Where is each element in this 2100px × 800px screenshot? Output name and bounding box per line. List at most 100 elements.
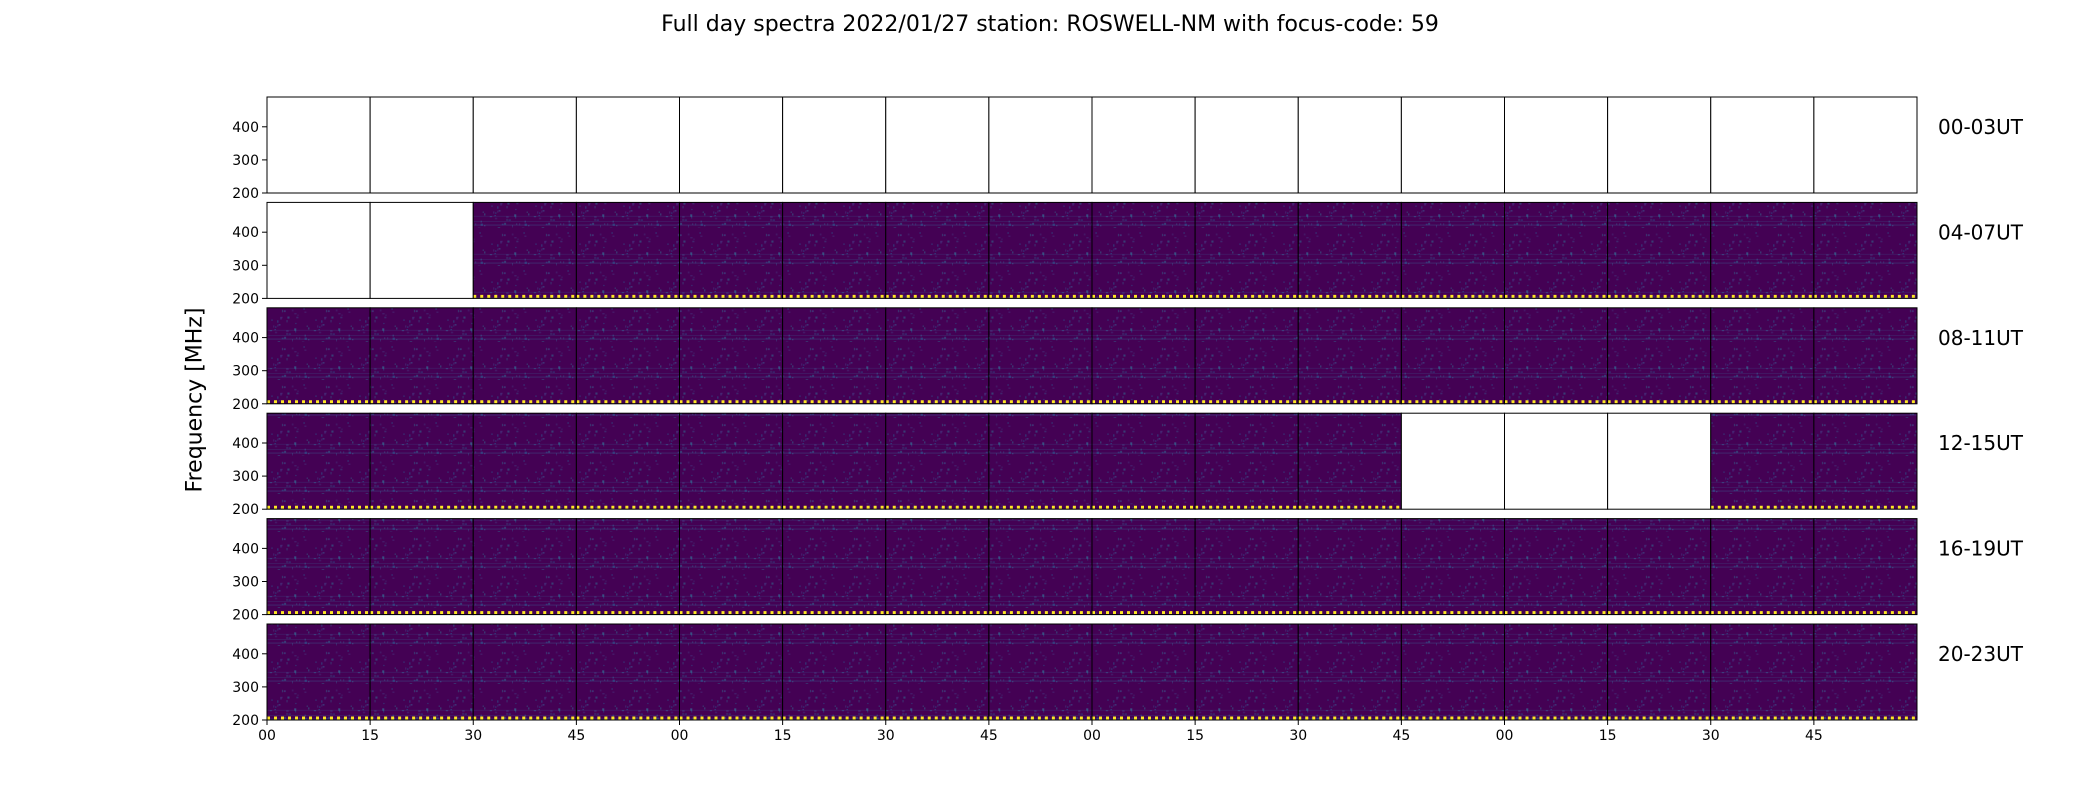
panel-frame [1813,623,1918,721]
empty-panel [1401,413,1505,510]
spectrum-panel [1195,413,1299,510]
spectra-row: 400 300 200 00-03UT [232,96,2024,202]
spectrum-panel [1710,624,1814,720]
spectrum-panel [473,202,577,299]
x-tick-label: 15 [1599,728,1617,744]
panel-frame [1813,412,1918,510]
empty-panel [1195,97,1299,193]
spectrum-panel [988,307,1092,404]
y-tick-label: 300 [232,258,259,274]
spectrum-panel [1813,413,1917,510]
spectrum-panel [782,307,886,404]
y-tick-label: 400 [232,436,259,452]
x-tick-label: 30 [1702,728,1720,744]
y-tick-label: 200 [232,713,259,729]
x-tick-label: 30 [464,728,482,744]
spectrum-panel [1092,307,1196,404]
y-tick-label: 400 [232,225,259,241]
empty-panel [1298,97,1402,193]
empty-panel [1504,413,1608,510]
spectrum-panel [782,413,886,510]
x-tick-label: 15 [1186,728,1204,744]
empty-panel [267,202,371,299]
spectrum-panel [267,307,371,404]
spectrum-panel [576,307,680,404]
spectrum-panel [1504,624,1608,720]
spectrum-panel [576,202,680,299]
y-tick-label: 300 [232,364,259,380]
spectrum-panel [576,624,680,720]
empty-panel [679,97,783,193]
spectrum-panel [1813,518,1917,615]
panel-frame [1813,518,1918,616]
spectrum-panel [1710,413,1814,510]
spectrum-panel [679,307,783,404]
x-tick-label: 30 [877,728,895,744]
spectrum-panel [1504,202,1608,299]
spectrum-panel [370,518,474,615]
spectrum-panel [782,202,886,299]
x-tick-label: 45 [980,728,998,744]
row-label: 00-03UT [1938,115,2024,139]
spectra-row: 400 300 200 08-11UT [232,307,2024,413]
spectrum-panel [1092,202,1196,299]
spectrum-panel [473,624,577,720]
spectra-row: 400 300 200 12-15UT [232,412,2024,518]
spectrum-panel [1401,624,1505,720]
spectra-row: 400 300 200 20-23UT [232,623,2024,729]
y-tick-label: 400 [232,541,259,557]
spectrum-panel [1298,624,1402,720]
spectrum-panel [988,518,1092,615]
row-label: 20-23UT [1938,642,2024,666]
empty-panel [885,97,989,193]
y-tick-label: 300 [232,469,259,485]
x-tick-label: 45 [1392,728,1410,744]
panel-frame [1813,307,1918,405]
y-tick-label: 300 [232,680,259,696]
spectrum-panel [1504,518,1608,615]
x-tick-label: 45 [567,728,585,744]
empty-panel [267,97,371,193]
spectrum-panel [988,624,1092,720]
chart-title: Full day spectra 2022/01/27 station: ROS… [661,12,1439,37]
empty-panel [988,97,1092,193]
empty-panel [1607,413,1711,510]
y-tick-label: 400 [232,647,259,663]
spectrum-panel [473,518,577,615]
spectrum-panel [1298,413,1402,510]
x-tick-label: 30 [1289,728,1307,744]
spectrum-panel [576,518,680,615]
empty-panel [1710,97,1814,193]
spectrum-panel [1607,202,1711,299]
x-tick-label: 15 [774,728,792,744]
spectrum-panel [1813,624,1917,720]
panel-frame [1813,201,1918,299]
spectrum-panel [1813,202,1917,299]
empty-panel [1813,97,1917,193]
row-label: 04-07UT [1938,220,2024,244]
spectrum-panel [1401,518,1505,615]
spectrum-panel [370,307,474,404]
spectrum-panel [1092,518,1196,615]
empty-panel [1607,97,1711,193]
empty-panel [370,97,474,193]
empty-panel [473,97,577,193]
spectrum-panel [679,202,783,299]
spectrum-panel [782,518,886,615]
empty-panel [782,97,886,193]
spectrum-panel [1607,624,1711,720]
spectrum-panel [679,413,783,510]
y-tick-label: 200 [232,291,259,307]
spectrum-panel [885,202,989,299]
spectrum-panel [370,624,474,720]
y-tick-label: 300 [232,574,259,590]
spectrum-panel [782,624,886,720]
spectrum-panel [473,307,577,404]
spectrum-panel [1195,518,1299,615]
spectrum-panel [1195,202,1299,299]
spectrum-panel [885,624,989,720]
x-tick-label: 45 [1805,728,1823,744]
spectrum-panel [1401,307,1505,404]
spectra-row: 400 300 200 04-07UT [232,201,2024,307]
